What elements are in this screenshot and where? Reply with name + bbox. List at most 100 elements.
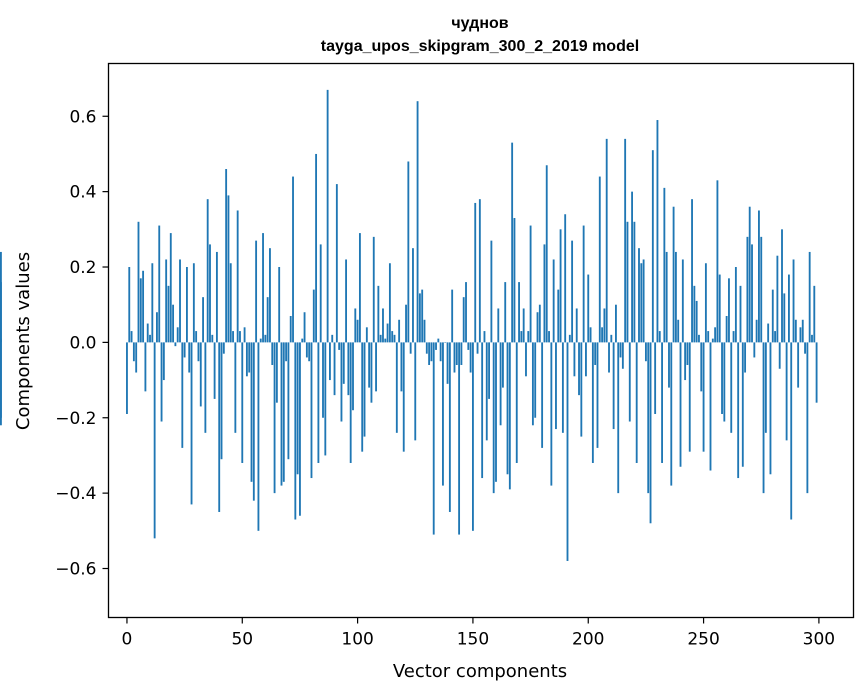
bar-88 bbox=[329, 342, 331, 381]
bar-12 bbox=[153, 342, 156, 539]
bar-261 bbox=[728, 278, 730, 343]
bar-294 bbox=[804, 342, 806, 354]
bar-96 bbox=[347, 342, 350, 396]
bar-154 bbox=[481, 342, 484, 479]
bar-91 bbox=[335, 184, 338, 343]
bar-156 bbox=[485, 342, 488, 441]
bar-19 bbox=[169, 233, 172, 343]
bar-120 bbox=[402, 342, 405, 452]
chart-title: чуднов bbox=[451, 15, 508, 32]
bar-14 bbox=[158, 225, 161, 343]
bar-296 bbox=[808, 251, 811, 343]
bar-131 bbox=[428, 342, 431, 365]
bar-25 bbox=[183, 342, 186, 358]
bar-132 bbox=[430, 342, 433, 362]
bar-283 bbox=[778, 342, 781, 369]
bar-179 bbox=[538, 304, 541, 343]
bar-248 bbox=[698, 334, 700, 343]
bar-176 bbox=[531, 342, 534, 426]
bar-53 bbox=[248, 342, 251, 373]
bar-108 bbox=[375, 342, 377, 392]
bar-211 bbox=[612, 342, 615, 430]
bar-37 bbox=[211, 334, 214, 343]
bar-49 bbox=[239, 331, 241, 343]
bar-177 bbox=[534, 342, 537, 418]
bar-33 bbox=[202, 297, 204, 343]
bar-67 bbox=[280, 342, 283, 486]
bar-32 bbox=[199, 342, 202, 407]
bar-256 bbox=[716, 180, 719, 343]
bar-285 bbox=[783, 293, 786, 343]
bar-180 bbox=[541, 342, 544, 448]
bar-170 bbox=[518, 282, 520, 343]
bar-258 bbox=[721, 342, 723, 414]
bar-259 bbox=[723, 342, 726, 422]
bar-82 bbox=[315, 153, 318, 343]
bar-274 bbox=[758, 210, 760, 343]
bar-238 bbox=[674, 251, 677, 343]
bar-145 bbox=[460, 342, 463, 365]
bar-69 bbox=[285, 342, 288, 362]
bar-278 bbox=[767, 323, 770, 343]
x-tick-label: 300 bbox=[803, 630, 835, 650]
bar-228 bbox=[651, 150, 654, 343]
bar-252 bbox=[707, 331, 710, 343]
y-tick-label: 0.4 bbox=[69, 183, 96, 203]
bar-214 bbox=[619, 342, 622, 358]
bar-87 bbox=[326, 89, 329, 343]
bar-20 bbox=[172, 304, 175, 343]
bar-231 bbox=[658, 331, 661, 343]
bar-168 bbox=[513, 218, 516, 343]
bar-52 bbox=[245, 342, 248, 377]
bar-46 bbox=[232, 331, 234, 343]
bar-116 bbox=[393, 334, 396, 343]
bar-125 bbox=[414, 342, 417, 441]
x-tick-label: 200 bbox=[572, 630, 604, 650]
x-tick-label: 250 bbox=[687, 630, 719, 650]
bar-178 bbox=[536, 312, 539, 343]
bar-167 bbox=[511, 142, 514, 343]
bar-99 bbox=[354, 308, 357, 343]
bar-241 bbox=[681, 259, 684, 343]
bar-268 bbox=[744, 342, 747, 373]
bar-77 bbox=[303, 312, 306, 343]
bar-165 bbox=[506, 342, 509, 475]
bar-117 bbox=[395, 342, 398, 433]
bar-286 bbox=[785, 342, 788, 441]
bar-220 bbox=[633, 221, 636, 343]
bar-281 bbox=[774, 331, 777, 343]
bar-139 bbox=[446, 342, 449, 384]
bar-205 bbox=[598, 176, 601, 343]
bar-78 bbox=[305, 342, 308, 358]
bar-47 bbox=[234, 342, 237, 433]
bar-60 bbox=[264, 334, 267, 343]
bar-287 bbox=[788, 274, 790, 343]
x-tick-label: 0 bbox=[122, 630, 133, 650]
bar-90 bbox=[333, 342, 336, 396]
bar-16 bbox=[162, 342, 165, 381]
bar-163 bbox=[501, 342, 504, 388]
bar-230 bbox=[656, 120, 659, 343]
bar-58 bbox=[259, 338, 262, 343]
bar-146 bbox=[462, 297, 465, 343]
bar-182 bbox=[545, 165, 548, 343]
bar-66 bbox=[278, 267, 281, 343]
bar-201 bbox=[589, 327, 592, 343]
bar-110 bbox=[379, 334, 382, 343]
bar-200 bbox=[587, 274, 590, 343]
bar-100 bbox=[356, 319, 359, 343]
bar-27 bbox=[188, 342, 191, 373]
bar-181 bbox=[543, 244, 546, 343]
bar-45 bbox=[229, 263, 232, 343]
bar-203 bbox=[594, 342, 597, 365]
bar-210 bbox=[610, 334, 613, 343]
bar-162 bbox=[499, 342, 502, 426]
bar-190 bbox=[564, 214, 567, 343]
y-tick-label: −0.6 bbox=[55, 560, 96, 580]
bar-169 bbox=[515, 342, 518, 463]
bar-229 bbox=[654, 342, 657, 414]
bar-81 bbox=[312, 289, 315, 343]
bar-213 bbox=[617, 342, 620, 494]
bar-24 bbox=[181, 342, 184, 448]
